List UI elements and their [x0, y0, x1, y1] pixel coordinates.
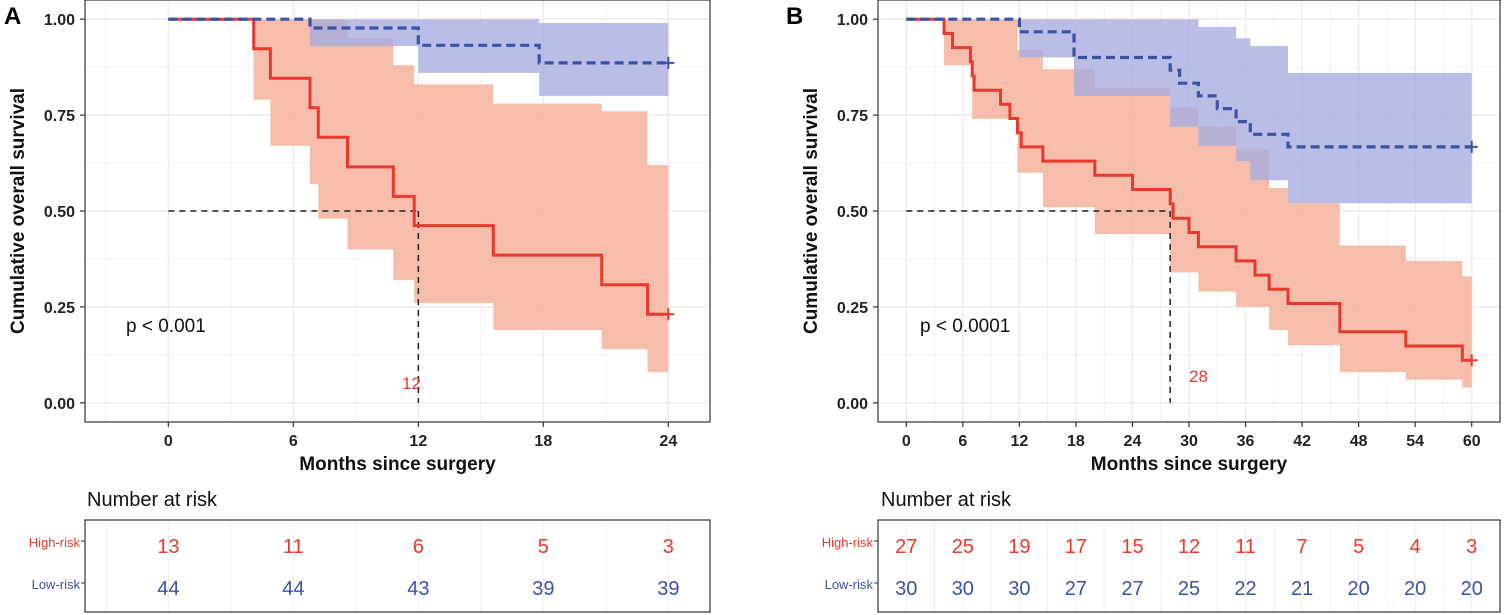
x-tick-label: 54: [1406, 433, 1424, 450]
risk-row-label-low: Low-risk: [32, 577, 81, 592]
y-tick-label: 1.00: [44, 12, 75, 29]
y-tick-label: 0.25: [44, 300, 75, 317]
x-tick-label: 30: [1180, 433, 1198, 450]
x-tick-label: 6: [958, 433, 967, 450]
panel-b: 0.000.250.500.751.000 6 12 18 24 30 36 42 48 54 60…: [786, 0, 1501, 613]
x-tick-label: 60: [1463, 433, 1481, 450]
risk-count-low: 44: [282, 578, 304, 600]
low-risk-ci-band: [168, 19, 669, 96]
x-axis-title: Months since surgery: [1091, 454, 1288, 475]
risk-count-low: 30: [952, 578, 974, 600]
high-risk-ci-band: [906, 19, 1472, 388]
y-tick-label: 0.00: [837, 396, 868, 413]
risk-table: Number at risk High-risk Low-risk 27 30 25 30 1…: [822, 489, 1501, 613]
x-tick-label: 36: [1237, 433, 1255, 450]
panel-label: B: [786, 3, 803, 30]
risk-table-frame: [877, 519, 1501, 613]
risk-count-high: 11: [1235, 536, 1256, 558]
risk-count-high: 7: [1297, 536, 1308, 558]
risk-row-label-high: High-risk: [29, 535, 81, 550]
risk-count-high: 3: [663, 536, 674, 558]
y-tick-label: 0.50: [837, 204, 868, 221]
p-value: p < 0.0001: [920, 316, 1010, 337]
risk-count-low: 30: [895, 578, 917, 600]
risk-table-frame: [84, 519, 711, 613]
y-tick-label: 0.00: [44, 396, 75, 413]
x-tick-label: 12: [1010, 433, 1028, 450]
y-tick-label: 0.75: [44, 108, 75, 125]
panel-a: 0.00 0.25 0.50 0.75 1.00 0 6 12 18 24 Months since…: [4, 0, 711, 613]
x-tick-label: 12: [409, 433, 427, 450]
risk-count-high: 17: [1065, 536, 1087, 558]
risk-count-low: 44: [157, 578, 179, 600]
risk-count-high: 5: [1353, 536, 1364, 558]
risk-row-label-high: High-risk: [822, 535, 874, 550]
risk-count-low: 25: [1178, 578, 1200, 600]
y-tick-label: 1.00: [837, 12, 868, 29]
x-tick-label: 18: [1067, 433, 1085, 450]
risk-count-high: 11: [283, 536, 304, 558]
high-risk-curve: [168, 17, 669, 316]
low-risk-curve: [168, 17, 669, 65]
x-tick-label: 42: [1293, 433, 1311, 450]
x-tick-label: 6: [289, 433, 298, 450]
high-risk-curve: [906, 17, 1472, 362]
risk-count-low: 21: [1291, 578, 1313, 600]
median-survival-label: 28: [1189, 367, 1208, 386]
x-tick-label: 24: [659, 433, 677, 450]
risk-count-low: 27: [1065, 578, 1087, 600]
x-tick-label: 0: [902, 433, 911, 450]
risk-count-low: 20: [1348, 578, 1370, 600]
y-axis-title: Cumulative overall survival: [801, 88, 822, 334]
risk-count-high: 3: [1466, 536, 1477, 558]
risk-count-high: 27: [895, 536, 917, 558]
y-tick-label: 0.75: [837, 108, 868, 125]
risk-count-low: 20: [1404, 578, 1426, 600]
risk-count-high: 4: [1410, 536, 1421, 558]
low-risk-censor-mark: [1465, 140, 1478, 153]
risk-count-high: 6: [413, 536, 424, 558]
x-axis-title: Months since surgery: [299, 454, 496, 475]
x-tick-label: 18: [534, 433, 552, 450]
plot-area: [906, 17, 1472, 403]
risk-count-low: 39: [657, 578, 679, 600]
risk-count-low: 20: [1461, 578, 1483, 600]
plot-area: [168, 17, 669, 403]
risk-count-high: 19: [1008, 536, 1030, 558]
risk-count-low: 39: [532, 578, 554, 600]
panel-label: A: [4, 3, 21, 30]
low-risk-curve: [906, 17, 1472, 149]
high-risk-censor-mark: [1465, 354, 1478, 367]
y-tick-label: 0.25: [837, 300, 868, 317]
risk-count-low: 27: [1121, 578, 1143, 600]
x-tick-label: 24: [1124, 433, 1142, 450]
y-axis-title: Cumulative overall survival: [8, 88, 29, 334]
low-risk-censor-mark: [662, 56, 675, 69]
risk-count-high: 13: [157, 536, 179, 558]
risk-table-title: Number at risk: [87, 489, 218, 511]
risk-row-label-low: Low-risk: [825, 577, 874, 592]
x-tick-label: 48: [1350, 433, 1368, 450]
p-value: p < 0.001: [126, 316, 206, 337]
median-survival-label: 12: [402, 374, 421, 393]
risk-count-low: 43: [407, 578, 429, 600]
risk-count-low: 22: [1234, 578, 1256, 600]
risk-count-low: 30: [1008, 578, 1030, 600]
low-risk-ci-band: [906, 19, 1472, 204]
y-tick-label: 0.50: [44, 204, 75, 221]
risk-table-title: Number at risk: [881, 489, 1012, 511]
high-risk-ci-band: [168, 19, 669, 373]
high-risk-censor-mark: [662, 308, 675, 321]
risk-count-high: 12: [1178, 536, 1200, 558]
risk-table: Number at risk High-risk Low-risk 13 44 11 44 6…: [29, 489, 711, 613]
x-tick-label: 0: [164, 433, 173, 450]
risk-count-high: 15: [1121, 536, 1143, 558]
risk-count-high: 5: [538, 536, 549, 558]
risk-count-high: 25: [952, 536, 974, 558]
